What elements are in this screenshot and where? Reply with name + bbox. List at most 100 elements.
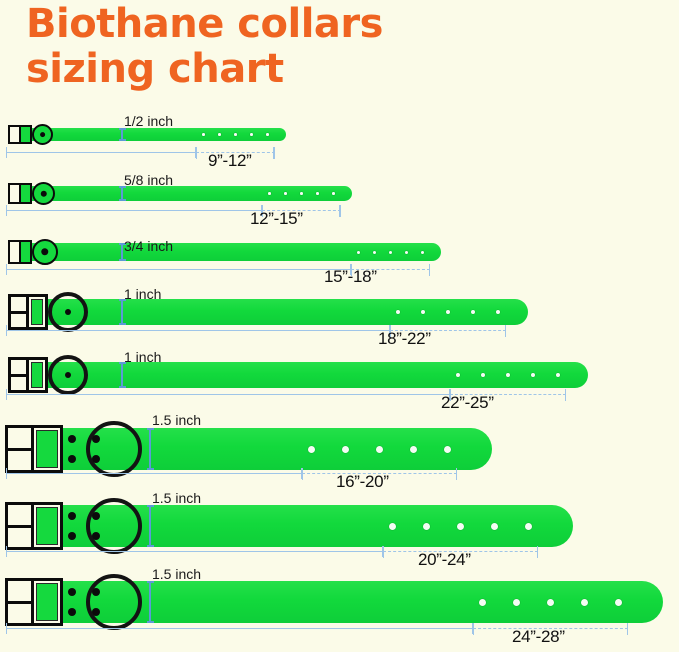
strap-hole [316,192,319,195]
collar-buckle [8,183,32,204]
strap-hole [300,192,303,195]
buckle-frame-openings [11,297,29,327]
neck-size-range-label: 12”-15” [250,209,303,228]
width-measure-tick [146,505,154,547]
collar-d-ring [32,239,58,265]
strap-hole [410,445,417,453]
width-measure-tick [118,186,126,201]
strap-hole [389,522,396,530]
buckle-rivet [68,435,76,444]
width-label: 5/8 inch [124,172,174,188]
width-label: 1 inch [124,349,162,365]
strap-hole [332,192,335,195]
buckle-rivet [68,454,76,463]
neck-size-range-label: 9”-12” [208,151,252,170]
strap-hole [506,373,510,377]
neck-size-range-label: 15”-18” [324,267,377,286]
width-measure-tick [146,581,154,623]
collar-buckle [8,357,48,393]
overall-length-dimension [6,145,196,161]
strap-hole [525,522,532,530]
adjustment-range-dimension [473,623,628,635]
page-title: Biothane collars sizing chart [26,2,466,92]
strap-hole [373,250,376,254]
width-measure-tick [146,428,154,470]
strap-hole [250,133,253,136]
collar-buckle [5,502,63,550]
collar-buckle [5,578,63,626]
buckle-tongue [21,127,30,142]
strap-hole [234,133,237,136]
neck-size-range-label: 16”-20” [336,472,389,491]
collar-strap [28,243,441,261]
buckle-frame-openings [8,505,34,547]
buckle-opening-top [11,297,26,311]
buckle-opening-bottom [11,373,26,390]
strap-hole [556,373,560,377]
width-measure-tick [118,243,126,261]
adjustment-range-dimension [390,325,506,337]
buckle-opening-top [8,428,31,448]
collar-strap [42,362,588,388]
title-line-2: sizing chart [26,46,284,92]
strap-hole [481,373,485,377]
adjustment-range-dimension [383,546,538,558]
buckle-tongue [30,362,43,388]
neck-size-range-label: 24”-28” [512,627,565,646]
strap-hole [405,250,408,254]
collar-d-ring [86,498,142,554]
strap-hole [268,192,271,195]
adjustment-range-dimension [351,264,431,276]
collar-buckle [5,425,63,473]
overall-length-dimension [6,387,450,403]
strap-hole [421,310,425,314]
overall-length-dimension [6,323,390,339]
buckle-opening-bottom [8,447,31,470]
strap-hole [423,522,430,530]
neck-size-range-label: 20”-24” [418,550,471,569]
strap-hole [446,310,450,314]
strap-hole [308,445,315,453]
collar-d-ring [32,182,55,205]
overall-length-dimension [6,262,351,278]
overall-length-dimension [6,466,302,482]
buckle-frame-opening [10,185,22,202]
buckle-tongue [35,583,58,621]
width-label: 1.5 inch [152,412,202,428]
strap-hole [284,192,287,195]
adjustment-range-dimension [196,147,275,159]
strap-hole [389,250,392,254]
strap-hole [513,598,520,606]
buckle-tongue [35,507,58,545]
title-line-1: Biothane collars [26,1,383,47]
width-label: 3/4 inch [124,238,174,254]
collar-d-ring [86,421,142,477]
strap-hole [471,310,475,314]
strap-hole [218,133,221,136]
width-label: 1/2 inch [124,113,174,129]
strap-hole [342,445,349,453]
width-measure-tick [118,362,126,388]
collar-buckle [8,125,32,144]
width-label: 1.5 inch [152,566,202,582]
strap-hole [531,373,535,377]
strap-hole [396,310,400,314]
adjustment-range-dimension [450,389,566,401]
strap-hole [581,598,588,606]
collar-buckle [8,240,32,264]
buckle-rivet [68,531,76,540]
strap-hole [491,522,498,530]
strap-hole [444,445,451,453]
buckle-frame-opening [10,127,22,142]
buckle-opening-bottom [8,600,31,623]
collar-d-ring [32,124,53,145]
strap-hole [615,598,622,606]
buckle-frame-openings [11,360,29,390]
adjustment-range-dimension [262,205,341,217]
width-measure-tick [118,299,126,325]
buckle-tongue [30,299,43,325]
overall-length-dimension [6,544,383,560]
buckle-opening-top [11,360,26,374]
buckle-tongue [21,185,30,202]
collar-strap [42,299,528,325]
